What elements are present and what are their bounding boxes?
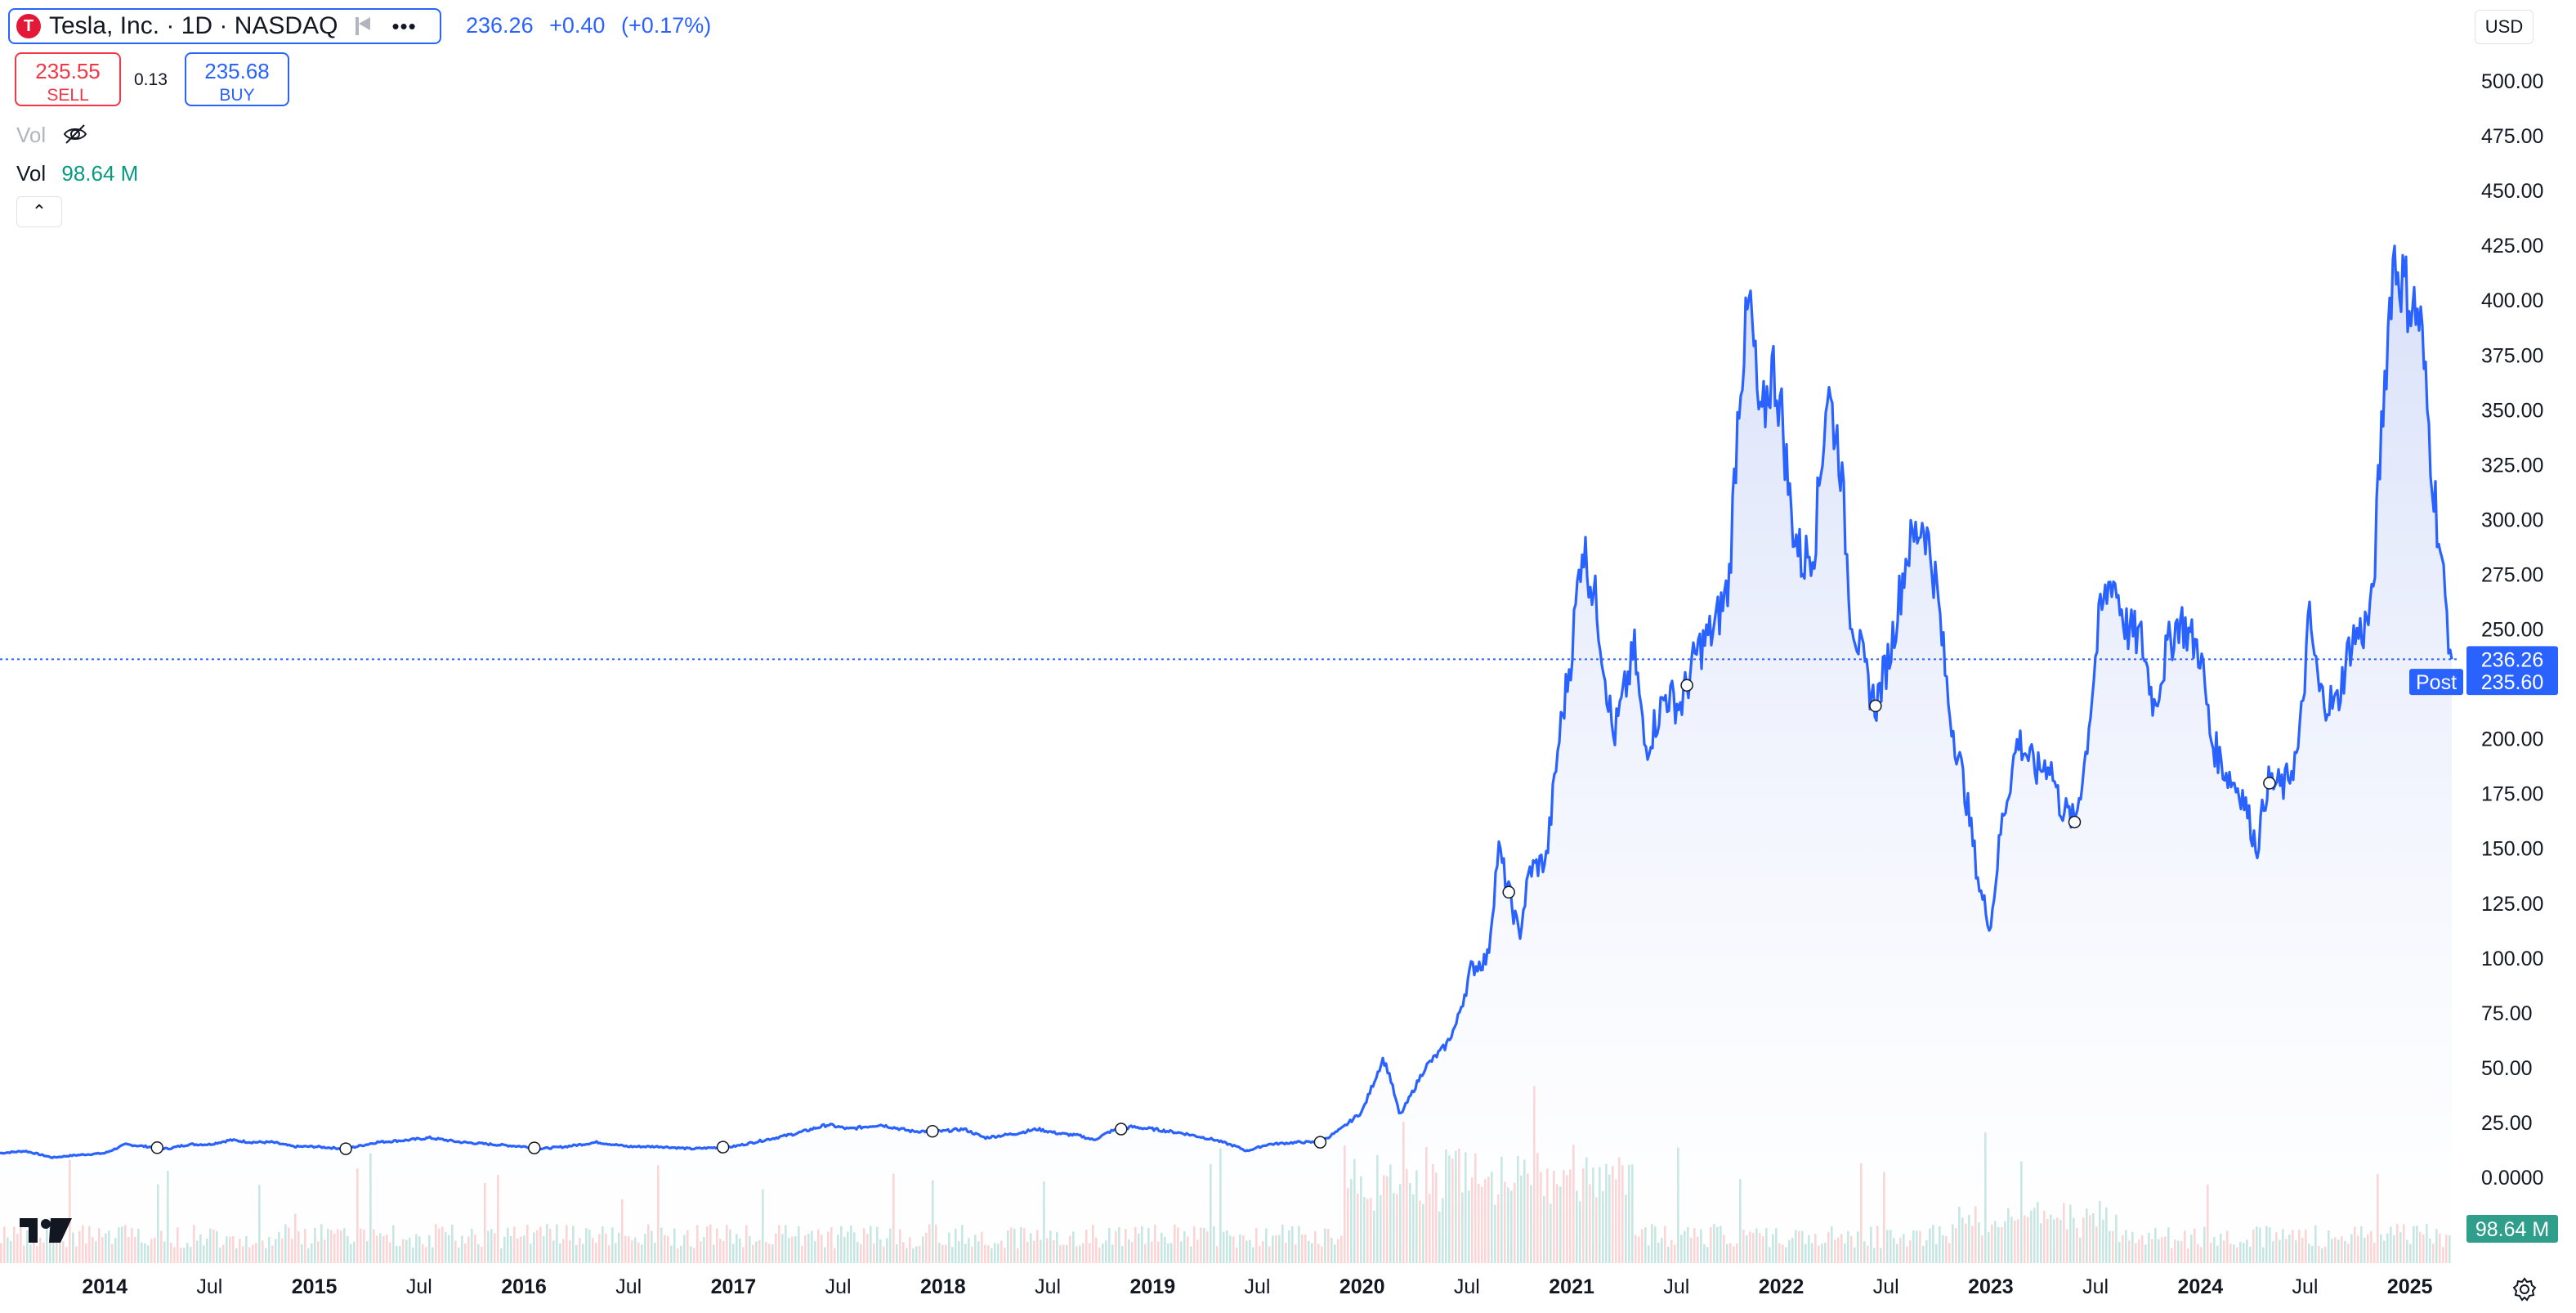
price-axis-label: 350.00 — [2481, 399, 2543, 422]
price-axis-label: 425.00 — [2481, 235, 2543, 258]
post-tag-badge-bg — [2409, 669, 2463, 696]
time-axis-label: 2019 — [1129, 1275, 1175, 1298]
event-marker[interactable] — [2068, 815, 2082, 829]
price-axis-label: 75.00 — [2481, 1002, 2533, 1025]
buy-price: 235.68 — [204, 59, 270, 83]
sell-button[interactable]: 235.55 SELL — [15, 52, 121, 106]
event-marker[interactable] — [1869, 699, 1882, 713]
sell-label: SELL — [47, 86, 89, 105]
buy-label: BUY — [219, 86, 255, 105]
price-axis-label: 150.00 — [2481, 838, 2543, 861]
flag-icon[interactable] — [356, 17, 372, 35]
symbol-title[interactable]: Tesla, Inc. · 1D · NASDAQ — [49, 12, 338, 39]
tesla-logo-icon: T — [16, 14, 41, 38]
price-axis-label: 200.00 — [2481, 728, 2543, 751]
event-markers — [150, 679, 2276, 1155]
event-marker[interactable] — [1680, 679, 1693, 692]
event-marker[interactable] — [150, 1141, 164, 1154]
price-axis-label: 375.00 — [2481, 344, 2543, 367]
event-marker[interactable] — [528, 1141, 541, 1154]
price-axis-label: 500.00 — [2481, 70, 2543, 93]
time-axis-label: 2017 — [711, 1275, 757, 1298]
event-marker[interactable] — [926, 1124, 939, 1138]
volume-badge: 98.64 M — [2475, 1218, 2549, 1241]
price-axis-label: 125.00 — [2481, 893, 2543, 916]
eye-off-icon[interactable] — [62, 121, 88, 147]
price-line — [0, 244, 2453, 1159]
tradingview-logo-icon[interactable] — [20, 1218, 72, 1244]
time-axis-label: Jul — [1245, 1275, 1271, 1298]
gear-icon[interactable] — [2512, 1277, 2537, 1302]
price-axis-label: 400.00 — [2481, 289, 2543, 312]
time-axis-label: 2015 — [292, 1275, 338, 1298]
event-marker[interactable] — [2263, 777, 2276, 790]
post-price-badge-bg — [2466, 669, 2558, 696]
time-axis-label: 2022 — [1759, 1275, 1805, 1298]
time-axis-label: 2025 — [2387, 1275, 2433, 1298]
time-axis-label: Jul — [2292, 1275, 2319, 1298]
time-axis-label: Jul — [196, 1275, 222, 1298]
price-axis-label: 275.00 — [2481, 564, 2543, 587]
time-axis-label: 2024 — [2177, 1275, 2223, 1298]
price-area — [0, 245, 2452, 1263]
time-axis-label: 2018 — [920, 1275, 966, 1298]
price-axis-label: 100.00 — [2481, 948, 2543, 970]
post-price-badge: 235.60 — [2481, 671, 2543, 694]
buy-button[interactable]: 235.68 BUY — [185, 52, 289, 106]
last-price-badge-bg — [2466, 646, 2558, 673]
collapse-legend-button[interactable]: ⌃ — [16, 196, 62, 227]
time-axis-label: Jul — [615, 1275, 642, 1298]
price-change: +0.40 — [549, 13, 606, 38]
volume-value: 98.64 M — [61, 161, 139, 186]
symbol-legend[interactable]: T Tesla, Inc. · 1D · NASDAQ ••• — [8, 8, 441, 44]
volume-legend: Vol 98.64 M — [16, 161, 138, 186]
spread-value: 0.13 — [134, 70, 168, 89]
price-axis-label: 300.00 — [2481, 509, 2543, 531]
time-axis-label: Jul — [825, 1275, 852, 1298]
price-line-path — [0, 244, 2453, 1159]
event-marker[interactable] — [1115, 1123, 1128, 1136]
chevron-up-icon: ⌃ — [31, 201, 47, 222]
time-axis-label: Jul — [1454, 1275, 1480, 1298]
time-axis-label: Jul — [1035, 1275, 1061, 1298]
time-axis-label: 2016 — [501, 1275, 547, 1298]
price-axis-label: 250.00 — [2481, 619, 2543, 642]
time-axis-label: Jul — [1663, 1275, 1689, 1298]
time-axis-label: 2021 — [1549, 1275, 1594, 1298]
time-axis-label: 2014 — [82, 1275, 127, 1298]
time-axis: 2014 Jul 2015 Jul 2016 Jul 2017 Jul 2018 Jul 2019 J… — [82, 1275, 2432, 1298]
price-change-readout: 236.26 +0.40 (+0.17%) — [466, 13, 721, 38]
time-axis-label: Jul — [1873, 1275, 1899, 1298]
price-axis-label: 325.00 — [2481, 454, 2543, 477]
price-area-fill — [0, 245, 2452, 1263]
post-tag-badge: Post — [2416, 671, 2457, 694]
event-marker[interactable] — [1313, 1136, 1327, 1149]
price-axis-label: 475.00 — [2481, 125, 2543, 148]
volume-badge-bg — [2466, 1215, 2558, 1243]
event-marker[interactable] — [1502, 885, 1515, 899]
time-axis-label: Jul — [406, 1275, 432, 1298]
event-marker[interactable] — [716, 1140, 730, 1154]
time-axis-label: 2020 — [1339, 1275, 1385, 1298]
price-change-pct: (+0.17%) — [620, 13, 712, 38]
volume-label: Vol — [16, 161, 47, 186]
sell-price: 235.55 — [35, 59, 101, 83]
event-marker[interactable] — [339, 1142, 352, 1155]
price-axis-label: 450.00 — [2481, 180, 2543, 203]
hidden-volume-label: Vol — [16, 123, 47, 147]
time-axis-label: Jul — [2082, 1275, 2109, 1298]
last-price-badge: 236.26 — [2481, 648, 2543, 671]
more-icon[interactable]: ••• — [391, 14, 417, 38]
price-axis: 500.00 475.00 450.00 425.00 400.00 375.00 350.… — [2481, 70, 2543, 1190]
last-price: 236.26 — [466, 13, 534, 38]
price-axis-label: 0.0000 — [2481, 1167, 2543, 1190]
time-axis-label: 2023 — [1968, 1275, 2014, 1298]
price-axis-label: 25.00 — [2481, 1112, 2533, 1135]
price-axis-label: 175.00 — [2481, 783, 2543, 806]
price-axis-label: 50.00 — [2481, 1057, 2533, 1080]
currency-button[interactable]: USD — [2475, 10, 2534, 44]
